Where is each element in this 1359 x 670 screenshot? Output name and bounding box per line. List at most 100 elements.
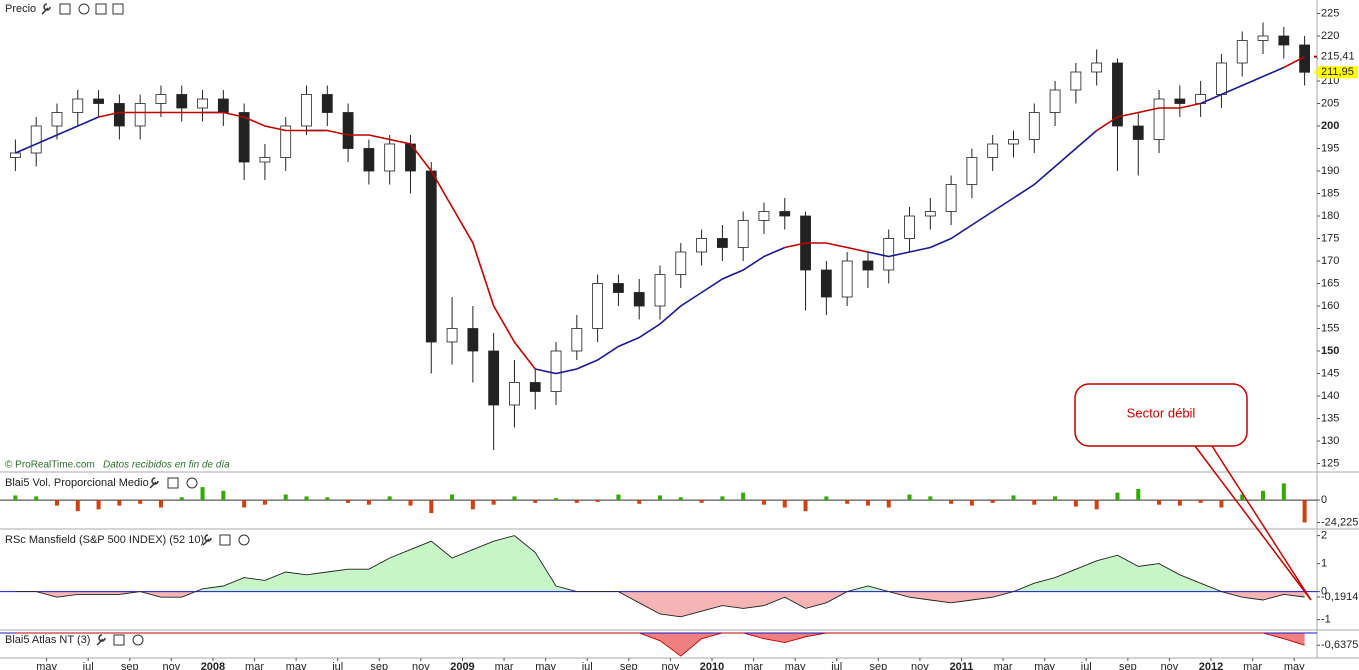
y-tick-label: 165: [1321, 277, 1339, 289]
x-tick-label: mar: [1243, 661, 1262, 670]
y-tick-label: 175: [1321, 232, 1339, 244]
panel-icons[interactable]: [202, 534, 250, 546]
candle-body: [654, 274, 666, 307]
bar: [200, 487, 205, 501]
candle-body: [30, 125, 42, 154]
candle-body: [51, 112, 63, 127]
x-tick-label: nov: [412, 661, 430, 670]
panel-icons[interactable]: [41, 3, 124, 15]
candle-body: [176, 94, 188, 109]
bar: [491, 500, 496, 505]
y-tick-label: 205: [1321, 97, 1339, 109]
bar: [554, 498, 559, 501]
y-tick-label: 140: [1321, 390, 1339, 402]
bar: [54, 500, 59, 506]
candle-body: [363, 148, 375, 172]
candle-body: [904, 215, 915, 239]
close-icon[interactable]: [132, 634, 144, 646]
candle-body: [259, 157, 271, 163]
y-tick-label: 155: [1321, 322, 1339, 334]
candle-body: [321, 94, 333, 113]
area-negative: [15, 632, 1305, 657]
x-tick-label: mar: [495, 661, 514, 670]
bar: [1136, 488, 1141, 501]
y-tick-label: 0: [1321, 494, 1327, 506]
y-tick-label: 0: [1321, 586, 1327, 598]
window-icon[interactable]: [219, 534, 231, 546]
settings-icon[interactable]: [202, 534, 212, 546]
y-tick-label: 220: [1321, 30, 1339, 42]
down-icon[interactable]: [112, 3, 124, 15]
x-tick-label: may: [286, 661, 307, 670]
settings-icon[interactable]: [96, 634, 106, 646]
panel-icons[interactable]: [96, 634, 144, 646]
candle-body: [1174, 98, 1186, 104]
panel-icons[interactable]: [149, 477, 198, 489]
up-icon[interactable]: [95, 3, 107, 15]
candle-body: [820, 269, 832, 298]
candle-body: [509, 382, 520, 406]
candle-body: [113, 103, 125, 127]
bar: [138, 500, 143, 504]
window-icon[interactable]: [59, 3, 71, 15]
close-icon[interactable]: [238, 534, 250, 546]
bar: [450, 494, 455, 501]
bar: [699, 500, 704, 503]
bar: [761, 500, 766, 505]
x-tick-label: jul: [82, 661, 94, 670]
callout-pointer: [1211, 445, 1312, 601]
candle-body: [197, 98, 208, 109]
y-tick-label: -0,6375: [1321, 639, 1358, 651]
price-tag-bg: [1318, 50, 1358, 63]
candle-body: [1049, 89, 1061, 113]
bar: [678, 497, 683, 501]
candle-body: [571, 328, 583, 352]
x-tick-label: jul: [581, 661, 593, 670]
bar: [949, 500, 954, 504]
candle-body: [134, 103, 146, 127]
y-tick-label: -24,225: [1321, 516, 1358, 528]
y-tick-label: 180: [1321, 210, 1339, 222]
candle-body: [467, 328, 479, 352]
bar: [574, 500, 579, 503]
y-tick-label: -1: [1321, 614, 1331, 626]
area-negative: [15, 591, 1305, 617]
x-tick-label: nov: [662, 661, 680, 670]
bar: [1053, 496, 1058, 501]
y-tick-label: 150: [1321, 345, 1339, 357]
x-tick-label: 2010: [700, 661, 724, 670]
candle-body: [675, 251, 687, 275]
x-tick-label: sep: [370, 661, 388, 670]
x-tick-label: may: [1284, 661, 1305, 670]
settings-icon[interactable]: [149, 477, 159, 489]
candle-body: [1278, 35, 1290, 46]
x-tick-label: may: [1034, 661, 1055, 670]
indicator-line: [15, 535, 1305, 618]
x-tick-label: may: [785, 661, 806, 670]
window-icon[interactable]: [113, 634, 125, 646]
price-tag-label: 215,41: [1321, 51, 1355, 63]
y-tick-label: 160: [1321, 300, 1339, 312]
close-icon[interactable]: [78, 3, 90, 15]
candle-body: [446, 328, 458, 343]
settings-icon[interactable]: [41, 3, 51, 15]
bar: [346, 500, 351, 503]
close-icon[interactable]: [186, 477, 198, 489]
x-tick-label: nov: [911, 661, 929, 670]
window-icon[interactable]: [167, 477, 179, 489]
candle-body: [1070, 71, 1082, 91]
candle-body: [696, 238, 707, 253]
candle-body: [1216, 62, 1227, 95]
candle-body: [1028, 112, 1040, 140]
candle-body: [592, 283, 604, 329]
x-tick-label: sep: [121, 661, 139, 670]
candle-body: [425, 170, 437, 343]
y-tick-label: 185: [1321, 187, 1339, 199]
bar: [1219, 500, 1224, 508]
candle-body: [488, 350, 500, 406]
bar: [387, 496, 392, 501]
candle-body: [384, 143, 396, 172]
panel-title: RSc Mansfield (S&P 500 INDEX) (52 10): [5, 534, 204, 546]
bar: [907, 494, 912, 501]
